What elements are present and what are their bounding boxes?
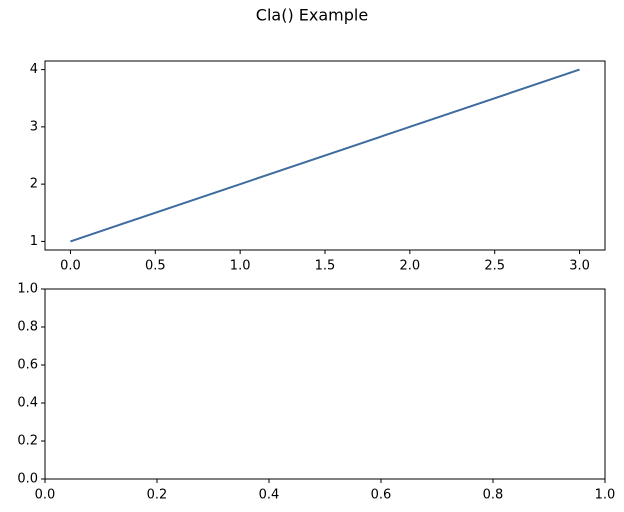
x-tick-label: 0.2	[147, 488, 168, 503]
y-tick-label: 4	[30, 62, 38, 77]
x-tick-label: 0.0	[60, 259, 81, 274]
line	[70, 68, 580, 243]
y-tick-label: 1	[30, 234, 38, 249]
x-tick-label: 0.8	[483, 488, 504, 503]
x-tick-label: 0.5	[145, 259, 166, 274]
figure-title: Cla() Example	[256, 6, 368, 25]
axes-frame	[44, 288, 606, 480]
axes-frame	[44, 60, 606, 251]
y-tick-label: 2	[30, 177, 38, 192]
y-tick-label: 0.2	[17, 434, 38, 449]
y-tick-label: 0.6	[17, 358, 38, 373]
y-tick-label: 3	[30, 119, 38, 134]
x-tick-label: 0.6	[371, 488, 392, 503]
x-tick-label: 2.5	[484, 259, 505, 274]
y-tick-label: 0.8	[17, 320, 38, 335]
y-tick-label: 0.4	[17, 396, 38, 411]
x-tick-label: 0.4	[259, 488, 280, 503]
y-tick-label: 0.0	[17, 472, 38, 487]
x-tick-label: 3.0	[569, 259, 590, 274]
x-tick-label: 1.0	[595, 488, 616, 503]
x-tick-label: 1.5	[315, 259, 336, 274]
y-tick-label: 1.0	[17, 282, 38, 297]
x-tick-label: 0.0	[35, 488, 56, 503]
x-tick-label: 1.0	[230, 259, 251, 274]
x-tick-label: 2.0	[400, 259, 421, 274]
